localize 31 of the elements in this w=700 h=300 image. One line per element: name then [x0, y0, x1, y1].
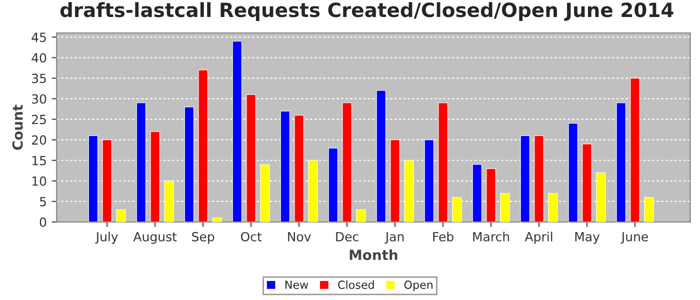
- bar: [356, 209, 366, 222]
- legend-label: Closed: [338, 280, 374, 289]
- chart-title: drafts-lastcall Requests Created/Closed/Open June 2014: [60, 2, 674, 21]
- y-tick-label: 20: [32, 135, 46, 145]
- y-tick-label: 25: [32, 114, 46, 124]
- x-tick-label: Oct: [240, 232, 262, 242]
- legend-label: New: [285, 280, 308, 289]
- y-tick-label: 40: [32, 53, 46, 63]
- bar: [212, 218, 222, 222]
- x-tick-label: March: [473, 232, 510, 242]
- x-tick-label: Feb: [433, 232, 454, 242]
- y-tick-label: 15: [32, 156, 46, 166]
- y-axis-title: Count: [12, 104, 23, 150]
- x-tick-label: Sep: [192, 232, 214, 244]
- y-tick-label: 0: [40, 217, 46, 227]
- y-tick-label: 45: [32, 32, 46, 42]
- y-tick-label: 30: [32, 94, 46, 104]
- x-tick-label: April: [524, 232, 552, 244]
- x-tick-label: Jan: [384, 232, 404, 244]
- x-tick-label: May: [575, 232, 600, 244]
- bar: [116, 209, 126, 222]
- x-tick-label: July: [95, 232, 118, 244]
- x-tick-label: August: [133, 232, 177, 244]
- legend-label: Open: [404, 280, 432, 292]
- x-tick-label: Dec: [336, 232, 358, 242]
- x-tick-label: June: [620, 232, 648, 244]
- y-tick-label: 35: [32, 74, 46, 84]
- x-tick-label: Nov: [288, 232, 311, 242]
- x-axis-title: Month: [350, 249, 398, 260]
- y-tick-label: 5: [40, 197, 46, 206]
- y-tick-label: 10: [32, 176, 46, 186]
